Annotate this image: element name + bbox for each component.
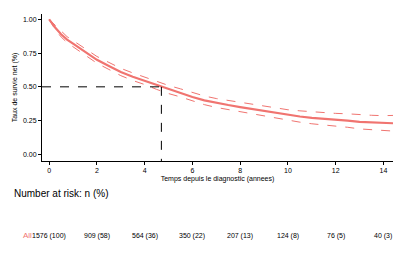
svg-text:124 (8): 124 (8)	[277, 232, 299, 240]
svg-text:0: 0	[47, 167, 51, 174]
svg-text:909 (58): 909 (58)	[84, 232, 110, 240]
svg-text:564 (36): 564 (36)	[132, 232, 158, 240]
svg-text:4: 4	[143, 167, 147, 174]
svg-text:0.50: 0.50	[23, 83, 37, 90]
svg-text:8: 8	[238, 167, 242, 174]
svg-text:Taux de survie net (%): Taux de survie net (%)	[11, 53, 19, 123]
svg-text:6: 6	[190, 167, 194, 174]
svg-text:2: 2	[95, 167, 99, 174]
svg-text:40 (3): 40 (3)	[374, 232, 392, 240]
svg-text:All: All	[23, 231, 32, 240]
svg-text:207 (13): 207 (13)	[227, 232, 253, 240]
svg-text:350 (22): 350 (22)	[179, 232, 205, 240]
svg-text:12: 12	[332, 167, 340, 174]
svg-text:0.00: 0.00	[23, 151, 37, 158]
svg-text:0.25: 0.25	[23, 117, 37, 124]
svg-text:1576 (100): 1576 (100)	[32, 232, 66, 240]
svg-text:0.75: 0.75	[23, 50, 37, 57]
svg-text:Number at risk: n (%): Number at risk: n (%)	[14, 188, 108, 199]
svg-text:14: 14	[380, 167, 388, 174]
svg-text:1.00: 1.00	[23, 16, 37, 23]
svg-text:76 (5): 76 (5)	[327, 232, 345, 240]
svg-text:Temps depuis le diagnostic (an: Temps depuis le diagnostic (annees)	[161, 175, 275, 183]
svg-text:10: 10	[284, 167, 292, 174]
